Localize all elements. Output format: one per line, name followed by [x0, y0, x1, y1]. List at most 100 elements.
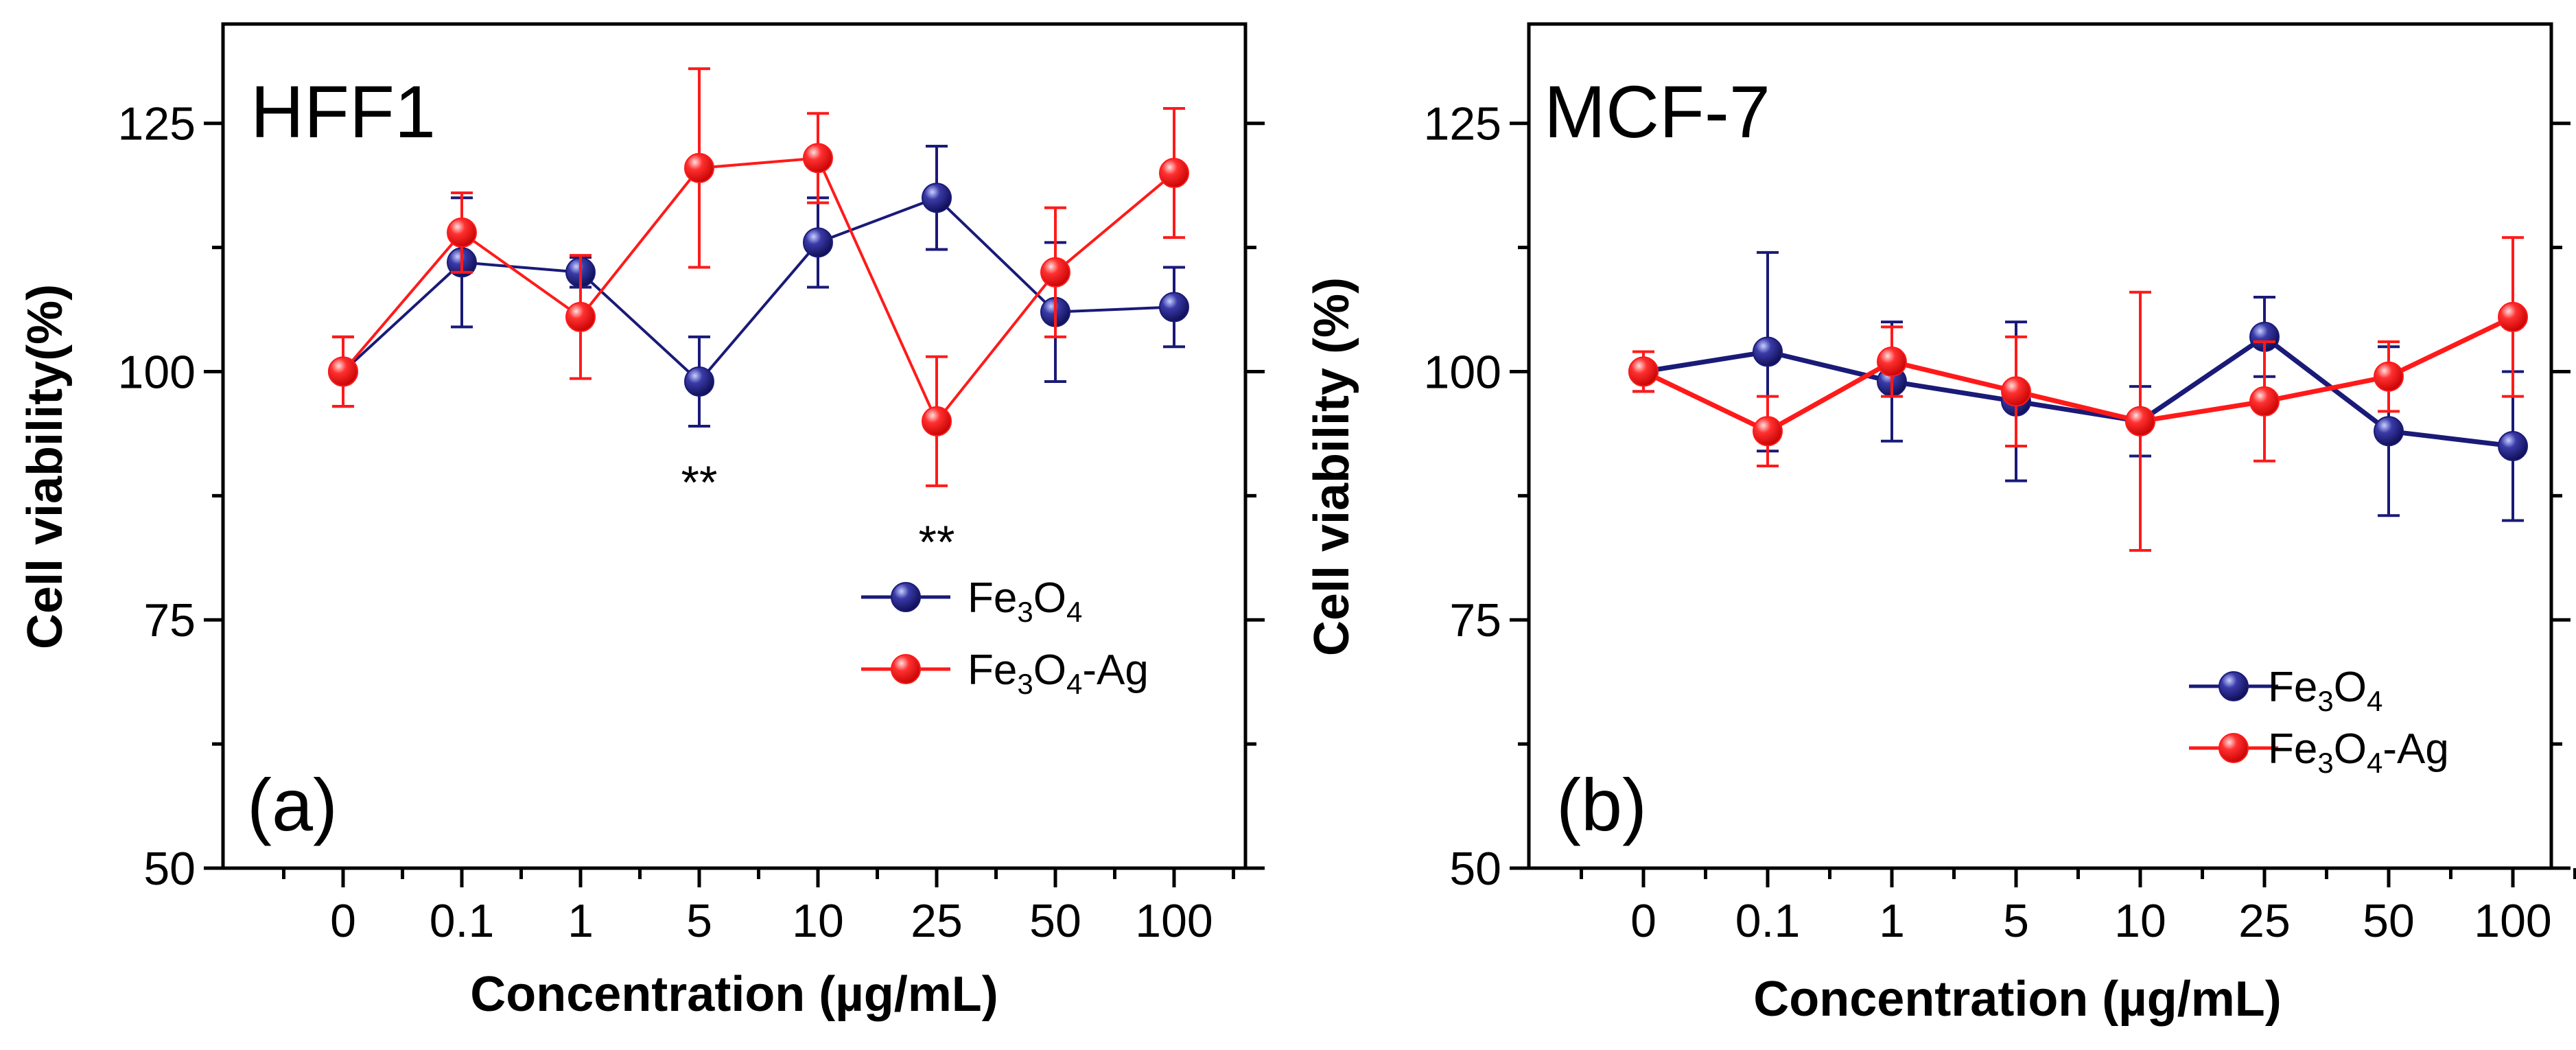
- legend-text: Fe: [2268, 664, 2317, 711]
- x-tick-label: 0.1: [1735, 895, 1801, 947]
- legend-marker: [2218, 671, 2249, 701]
- x-tick-label: 5: [686, 895, 712, 947]
- x-tick-label: 100: [1135, 895, 1213, 947]
- panel-label: (a): [247, 763, 338, 846]
- y-tick-label: 100: [118, 346, 196, 398]
- y-tick-label: 100: [1424, 346, 1501, 398]
- series-line: [1642, 314, 2514, 434]
- data-point: [2249, 386, 2280, 417]
- legend-label: Fe3O4: [968, 574, 1082, 628]
- plot-frame: [1527, 22, 2553, 870]
- data-point: [1040, 257, 1070, 288]
- data-point: [1159, 292, 1189, 323]
- legend-text: O: [2334, 664, 2367, 711]
- legend-text: O: [1033, 646, 1066, 694]
- data-point: [2001, 376, 2031, 407]
- axis-ticks: [1510, 121, 2576, 887]
- x-axis-label: Concentration (µg/mL): [470, 967, 998, 1022]
- legend-marker: [891, 582, 921, 612]
- data-point: [1753, 416, 1783, 447]
- x-tick-label: 0: [1630, 895, 1656, 947]
- series-line: [1643, 334, 2514, 449]
- data-point: [1159, 158, 1189, 189]
- y-tick-label: 50: [143, 843, 196, 895]
- panel-title: MCF-7: [1544, 70, 1770, 153]
- data-point: [803, 143, 833, 174]
- significance-marker: **: [919, 516, 955, 568]
- legend-subscript: 3: [2317, 685, 2333, 717]
- legend-subscript: 4: [2367, 747, 2382, 779]
- legend-label: Fe3O4: [2268, 664, 2382, 717]
- legend-text: Fe: [968, 646, 1017, 694]
- legend-label: Fe3O4-Ag: [2268, 725, 2449, 779]
- data-point: [2498, 431, 2528, 461]
- x-tick-label: 25: [911, 895, 963, 947]
- y-tick-label: 125: [118, 98, 196, 150]
- y-tick-label: 75: [143, 594, 196, 646]
- data-point: [803, 227, 833, 258]
- data-point: [922, 183, 952, 213]
- legend-text: O: [1033, 574, 1066, 622]
- data-point: [565, 301, 596, 332]
- data-point: [328, 356, 358, 387]
- data-point: [2125, 406, 2155, 436]
- x-tick-label: 1: [1879, 895, 1905, 947]
- x-tick-label: 10: [2114, 895, 2166, 947]
- axis-ticks: [204, 121, 1265, 887]
- legend-subscript: 3: [2317, 747, 2333, 779]
- series-layer: [1628, 236, 2528, 552]
- y-tick-label: 75: [1449, 594, 1501, 646]
- plot-frame: [221, 22, 1248, 870]
- legend-subscript: 3: [1017, 596, 1033, 628]
- series-line: [342, 156, 1175, 424]
- panel-b-mcf7: 0 0.1 1 5 10 25 50 100 50 75 100 125 MCF-7 (b) Conc…: [1304, 22, 2576, 1027]
- significance-marker: **: [681, 456, 718, 509]
- series-line: [342, 196, 1175, 384]
- x-axis-label: Concentration (µg/mL): [1753, 972, 2281, 1027]
- legend-subscript: 4: [1066, 596, 1082, 628]
- legend-marker: [891, 654, 921, 684]
- panel-title: HFF1: [250, 70, 436, 153]
- panel-label: (b): [1556, 763, 1647, 846]
- series-layer: ** **: [328, 67, 1189, 568]
- data-point: [447, 217, 477, 248]
- legend-text: Fe: [2268, 725, 2317, 773]
- legend-subscript: 3: [1017, 668, 1033, 700]
- legend-subscript: 4: [1066, 668, 1082, 700]
- x-tick-label: 25: [2238, 895, 2291, 947]
- x-tick-label: 0.1: [430, 895, 495, 947]
- y-tick-label: 125: [1424, 98, 1501, 150]
- series-fe3o4-ag: [328, 67, 1189, 487]
- data-point: [2374, 416, 2404, 447]
- data-point: [684, 366, 714, 397]
- y-axis-label: Cell viability (%): [1304, 277, 1359, 656]
- x-tick-label: 10: [792, 895, 844, 947]
- legend-text: -Ag: [1082, 646, 1148, 694]
- data-point: [922, 406, 952, 436]
- tick-labels: 0 0.1 1 5 10 25 50 100 50 75 100 125: [1424, 98, 2552, 947]
- legend-text: Fe: [968, 574, 1017, 622]
- tick-labels: 0 0.1 1 5 10 25 50 100 50 75 100 125: [118, 98, 1213, 947]
- x-tick-label: 100: [2474, 895, 2551, 947]
- legend-marker: [2218, 733, 2249, 763]
- x-tick-label: 0: [330, 895, 356, 947]
- data-point: [1753, 336, 1783, 367]
- legend-subscript: 4: [2367, 685, 2382, 717]
- y-tick-label: 50: [1449, 843, 1501, 895]
- data-point: [684, 152, 714, 183]
- series-fe3o4-ag: [1628, 236, 2528, 552]
- data-point: [2374, 361, 2404, 392]
- y-axis-label: Cell viability(%): [18, 284, 73, 649]
- x-tick-label: 50: [2363, 895, 2415, 947]
- data-point: [1877, 347, 1907, 377]
- legend-text: -Ag: [2382, 725, 2448, 773]
- x-tick-label: 50: [1029, 895, 1081, 947]
- x-tick-label: 5: [2003, 895, 2029, 947]
- x-tick-label: 1: [567, 895, 594, 947]
- data-point: [2498, 301, 2528, 332]
- legend-label: Fe3O4-Ag: [968, 646, 1149, 700]
- legend-text: O: [2334, 725, 2367, 773]
